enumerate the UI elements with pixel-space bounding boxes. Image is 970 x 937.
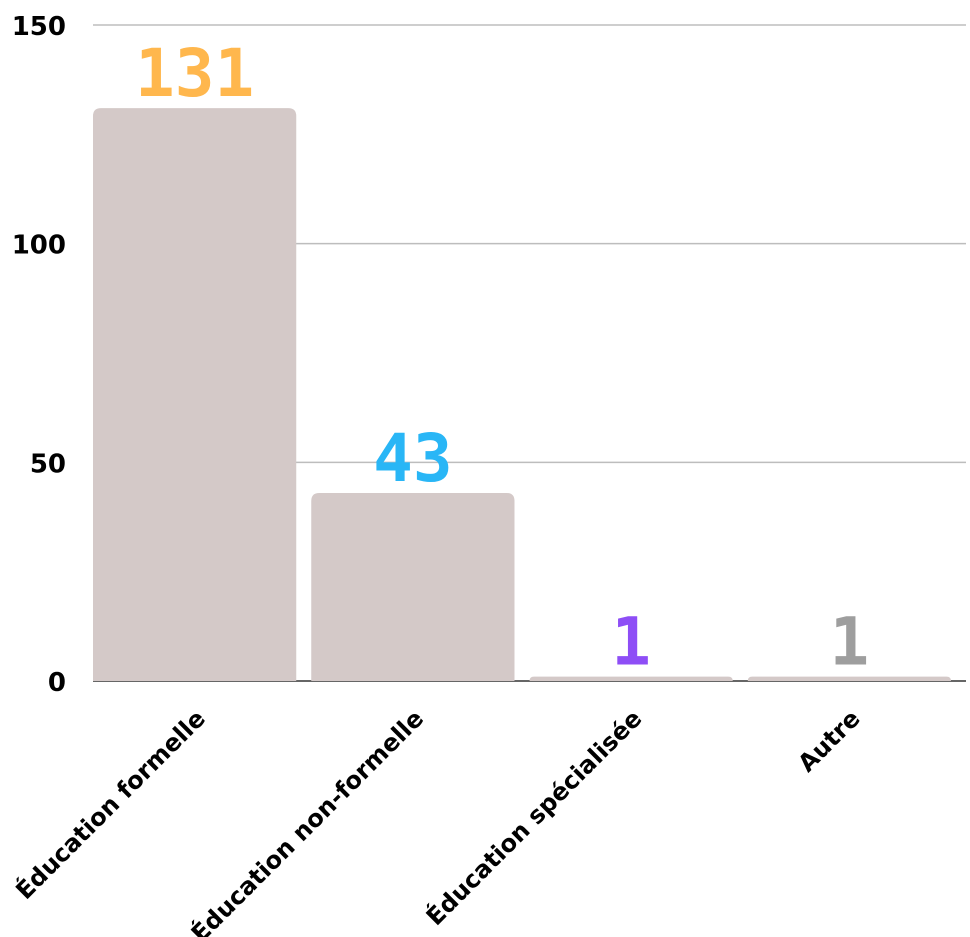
x-tick-label-3: Éducation spécialisée [420,704,647,931]
y-axis-ticks: 0 50 100 150 [12,12,66,698]
y-tick-label-100: 100 [12,231,66,261]
data-label-3: 1 [611,604,651,681]
x-tick-label-2: Éducation non-formelle [185,704,429,937]
bar-4 [747,676,951,681]
data-labels: 131 43 1 1 [135,35,869,681]
y-tick-label-150: 150 [12,12,66,42]
x-tick-label-4: Autre [793,704,866,777]
bar-3 [529,676,733,681]
data-label-1: 131 [135,35,254,112]
y-tick-label-50: 50 [30,449,66,479]
bar-1 [93,108,297,682]
x-tick-label-1: Éducation formelle [10,704,211,905]
bar-2 [311,492,515,681]
y-tick-label-0: 0 [48,668,66,698]
data-label-4: 1 [830,604,870,681]
data-label-2: 43 [373,420,452,497]
bars [93,108,951,682]
